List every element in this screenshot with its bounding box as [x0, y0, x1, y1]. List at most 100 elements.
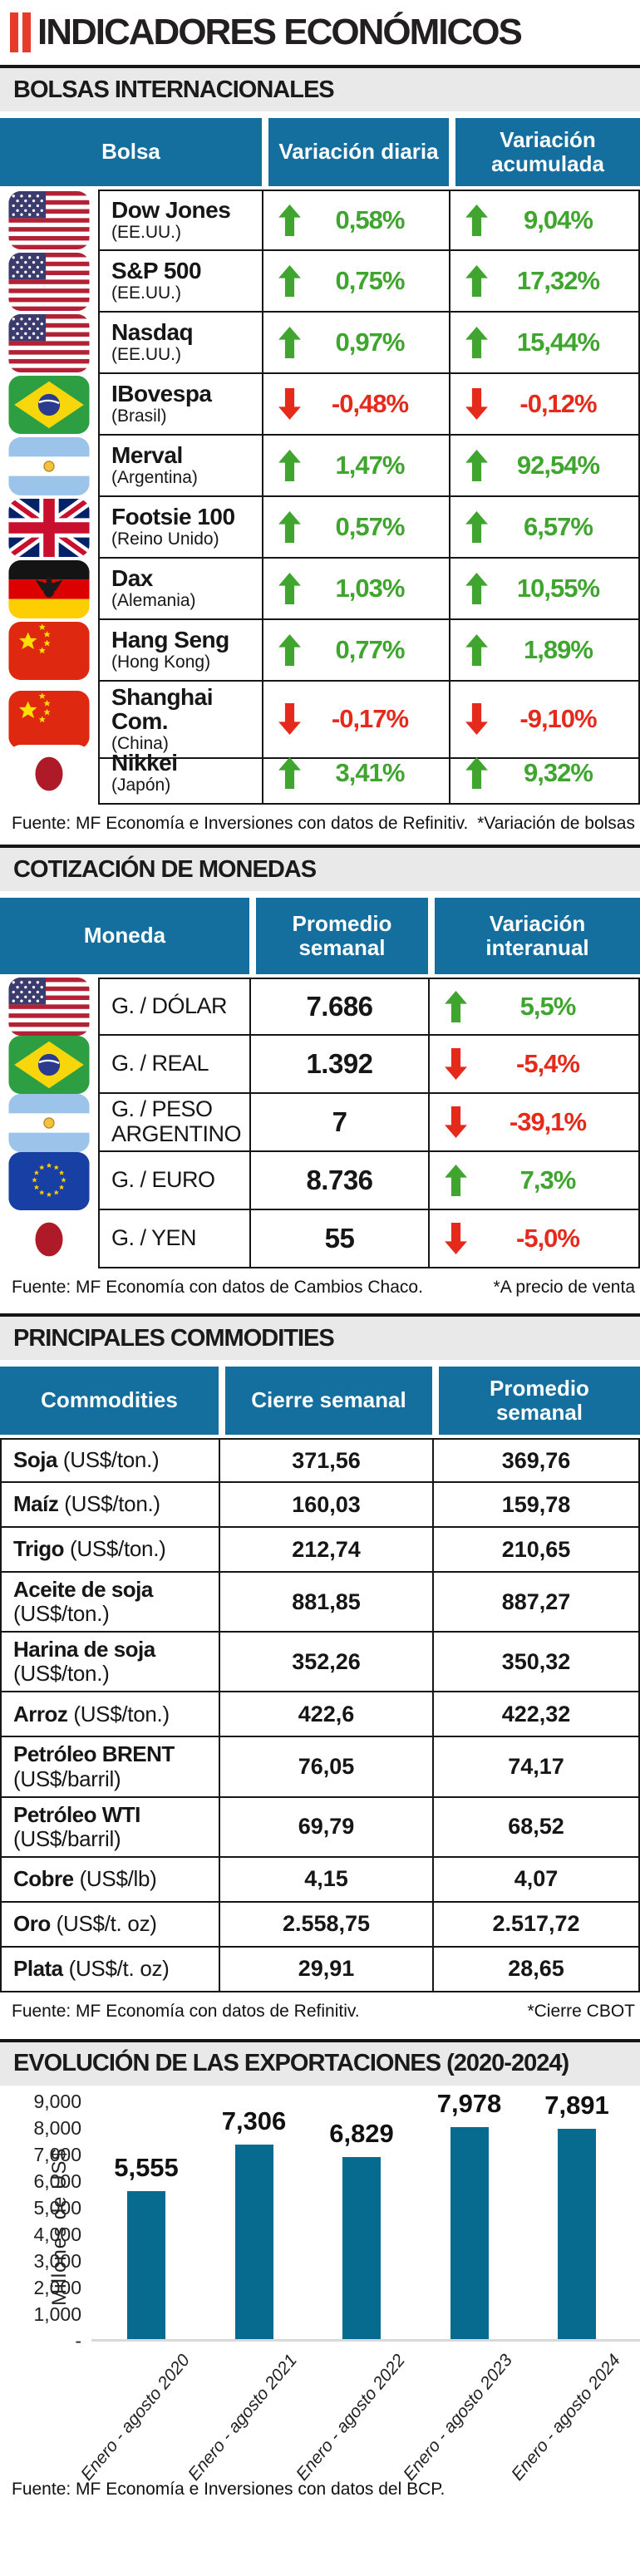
accumulated-variation-cell: -0,12%: [449, 374, 640, 436]
commodity-name-cell: Petróleo BRENT (US$/barril): [0, 1737, 219, 1798]
bolsas-table-header: Bolsa Variación diaria Variación acumula…: [0, 118, 640, 186]
commodities-table-body: Soja (US$/ton.) 371,56 369,76 Maíz (US$/…: [0, 1438, 640, 1992]
y-axis-ticks: 9,000 8,000 7,000 6,000 5,000 4,000 3,000 2,000…: [0, 2091, 81, 2352]
currency-name-cell: G. / EURO: [98, 1152, 249, 1210]
daily-variation-cell: 0,58%: [262, 190, 449, 251]
table-row: Nikkei (Japón) 3,41% 9,32%: [0, 743, 640, 805]
trend-arrow-icon: [465, 388, 488, 420]
weekly-average-cell: 68,52: [432, 1797, 640, 1858]
weekly-average-cell: 7.686: [249, 978, 428, 1036]
bar-value-label: 7,978: [436, 2088, 502, 2118]
accumulated-variation-cell: 17,32%: [449, 251, 640, 313]
yearly-variation-value: -5,4%: [516, 1049, 580, 1078]
commodity-name: Cobre: [13, 1866, 74, 1892]
section-band: PRINCIPALES COMMODITIES: [0, 1313, 640, 1360]
weekly-average-cell: 7: [249, 1094, 428, 1152]
yearly-variation-value: 7,3%: [519, 1165, 577, 1194]
commodity-unit: (US$/t. oz): [68, 1956, 170, 1982]
currency-name-cell: G. / YEN: [98, 1210, 249, 1268]
trend-arrow-icon: [465, 634, 488, 666]
x-axis-category-label: Enero - agosto 2021: [185, 2350, 302, 2485]
footnote: *Variación de bolsas: [477, 814, 635, 833]
bar: [558, 2128, 596, 2339]
yearly-variation-cell: -39,1%: [428, 1094, 640, 1152]
currency-name-cell: G. / DÓLAR: [98, 978, 249, 1036]
column-header-commodities: Commodities: [0, 1367, 219, 1435]
weekly-average-cell: 1.392: [249, 1036, 428, 1094]
accumulated-variation-cell: 10,55%: [449, 559, 640, 620]
daily-variation-cell: 1,03%: [262, 559, 449, 620]
y-tick-label: 3,000: [33, 2249, 81, 2272]
commodity-name: Petróleo BRENT: [13, 1741, 175, 1767]
trend-arrow-icon: [465, 450, 488, 481]
commodity-unit: (US$/barril): [13, 1766, 121, 1791]
commodity-name-cell: Plata (US$/t. oz): [0, 1947, 219, 1992]
section-title: PRINCIPALES COMMODITIES: [13, 1324, 335, 1352]
trend-arrow-icon: [278, 573, 301, 604]
weekly-average-cell: 369,76: [432, 1438, 640, 1483]
market-name: Nasdaq: [111, 319, 194, 346]
currency-flag-icon: [0, 1094, 98, 1152]
market-name-cell: Dax (Alemania): [98, 559, 262, 620]
x-axis-category-label: Enero - agosto 2020: [76, 2350, 194, 2485]
commodity-unit: (US$/ton.): [62, 1447, 160, 1473]
trend-arrow-icon: [445, 991, 467, 1022]
trend-arrow-icon: [278, 511, 301, 543]
bar-slot: 5,555 Enero - agosto 2020: [77, 2102, 194, 2485]
commodity-unit: (US$/ton.): [13, 1601, 110, 1627]
country-flag-icon: [0, 620, 98, 682]
trend-arrow-icon: [465, 511, 488, 543]
table-row: Harina de soja (US$/ton.) 352,26 350,32: [0, 1633, 640, 1693]
column-header-bolsa: Bolsa: [0, 118, 262, 186]
footnote: *Cierre CBOT: [527, 2001, 635, 2021]
accumulated-variation-value: 10,55%: [516, 574, 600, 603]
table-row: Cobre (US$/lb) 4,15 4,07: [0, 1857, 640, 1903]
trend-arrow-icon: [278, 703, 301, 735]
commodity-name: Maíz: [13, 1491, 59, 1517]
x-axis-category-label: Enero - agosto 2023: [400, 2350, 517, 2485]
commodity-name: Arroz: [13, 1701, 68, 1726]
table-row: G. / REAL 1.392 -5,4%: [0, 1036, 640, 1094]
commodity-name: Petróleo WTI: [13, 1801, 140, 1827]
country-flag-icon: [0, 497, 98, 559]
country-flag-icon: [0, 251, 98, 313]
source-line: Fuente: MF Economía con datos de Refinit…: [0, 1992, 640, 2032]
y-tick-label: 5,000: [33, 2196, 81, 2219]
market-name: Hang Seng: [111, 627, 229, 653]
commodity-name: Soja: [13, 1447, 57, 1473]
daily-variation-cell: 3,41%: [262, 743, 449, 805]
daily-variation-value: 1,47%: [335, 451, 406, 480]
daily-variation-value: 0,97%: [335, 328, 406, 357]
market-country: (Brasil): [111, 406, 167, 426]
accumulated-variation-value: -0,12%: [519, 389, 597, 418]
weekly-close-cell: 352,26: [219, 1633, 432, 1693]
weekly-average-cell: 159,78: [432, 1483, 640, 1528]
yearly-variation-value: -5,0%: [516, 1224, 580, 1253]
weekly-close-cell: 2.558,75: [219, 1902, 432, 1948]
table-row: Trigo (US$/ton.) 212,74 210,65: [0, 1528, 640, 1573]
weekly-close-cell: 160,03: [219, 1483, 432, 1528]
daily-variation-value: -0,17%: [331, 704, 409, 734]
weekly-average-cell: 4,07: [432, 1857, 640, 1903]
currency-name: G. / YEN: [111, 1225, 197, 1251]
bar-value-label: 5,555: [114, 2152, 179, 2182]
footnote: *A precio de venta: [493, 1278, 635, 1297]
column-header-promedio-semanal: Promedio semanal: [249, 898, 428, 974]
market-name: S&P 500: [111, 258, 202, 284]
table-row: Dow Jones (EE.UU.) 0,58% 9,04%: [0, 190, 640, 251]
bar: [127, 2190, 165, 2339]
currency-name: G. / EURO: [111, 1167, 215, 1193]
column-header-variacion-diaria: Variación diaria: [262, 118, 449, 186]
section-title: COTIZACIÓN DE MONEDAS: [13, 855, 317, 883]
table-row: Plata (US$/t. oz) 29,91 28,65: [0, 1947, 640, 1992]
commodity-name: Plata: [13, 1956, 63, 1982]
market-name-cell: Dow Jones (EE.UU.): [98, 190, 262, 251]
market-name-cell: S&P 500 (EE.UU.): [98, 251, 262, 313]
yearly-variation-cell: -5,4%: [428, 1036, 640, 1094]
market-name-cell: Nasdaq (EE.UU.): [98, 313, 262, 374]
commodity-name-cell: Soja (US$/ton.): [0, 1438, 219, 1483]
market-country: (Reino Unido): [111, 529, 219, 549]
commodity-name-cell: Harina de soja (US$/ton.): [0, 1633, 219, 1693]
commodity-unit: (US$/lb): [79, 1866, 157, 1892]
currency-name: G. / REAL: [111, 1051, 209, 1076]
